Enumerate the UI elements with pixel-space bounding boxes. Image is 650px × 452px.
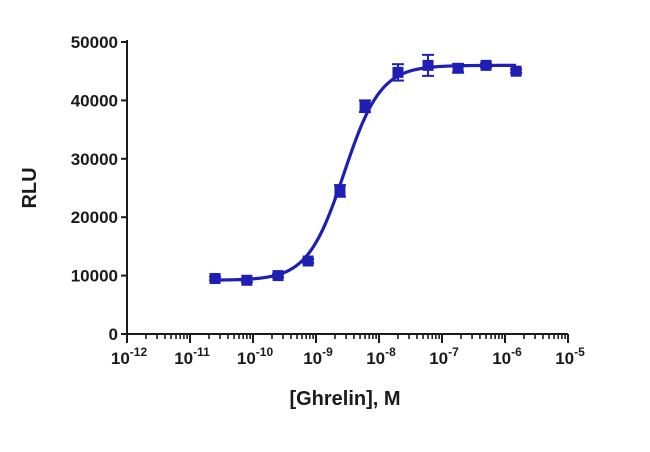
x-tick-label: 10-9 (303, 345, 333, 368)
data-series (209, 53, 523, 286)
y-tick-label: 0 (109, 325, 118, 344)
x-tick-label: 10-12 (111, 345, 148, 368)
data-point (510, 65, 522, 77)
x-tick-label: 10-8 (366, 345, 396, 368)
axes (126, 40, 568, 335)
data-point (209, 273, 221, 285)
data-point (392, 66, 404, 78)
ticks: 0 10000 20000 30000 40000 50000 10-12 10-11 10-1… (71, 33, 585, 368)
data-point (480, 59, 492, 71)
x-tick-label: 10-5 (555, 345, 585, 368)
data-point (452, 62, 464, 74)
data-point (359, 100, 371, 112)
x-axis-title: [Ghrelin], M (289, 388, 400, 410)
data-point (334, 185, 346, 197)
data-point (272, 270, 284, 282)
x-tick-label: 10-10 (237, 345, 274, 368)
y-tick-label: 40000 (71, 91, 118, 110)
x-tick-label: 10-6 (492, 345, 522, 368)
y-tick-label: 30000 (71, 150, 118, 169)
x-tick-label: 10-11 (174, 345, 210, 368)
y-axis-title: RLU (19, 167, 41, 208)
data-point (302, 255, 314, 267)
data-point (241, 274, 253, 286)
y-tick-label: 50000 (71, 33, 118, 52)
data-point (422, 59, 434, 71)
x-tick-label: 10-7 (429, 345, 459, 368)
y-tick-label: 20000 (71, 208, 118, 227)
y-tick-label: 10000 (71, 267, 118, 286)
fit-curve (214, 63, 517, 282)
